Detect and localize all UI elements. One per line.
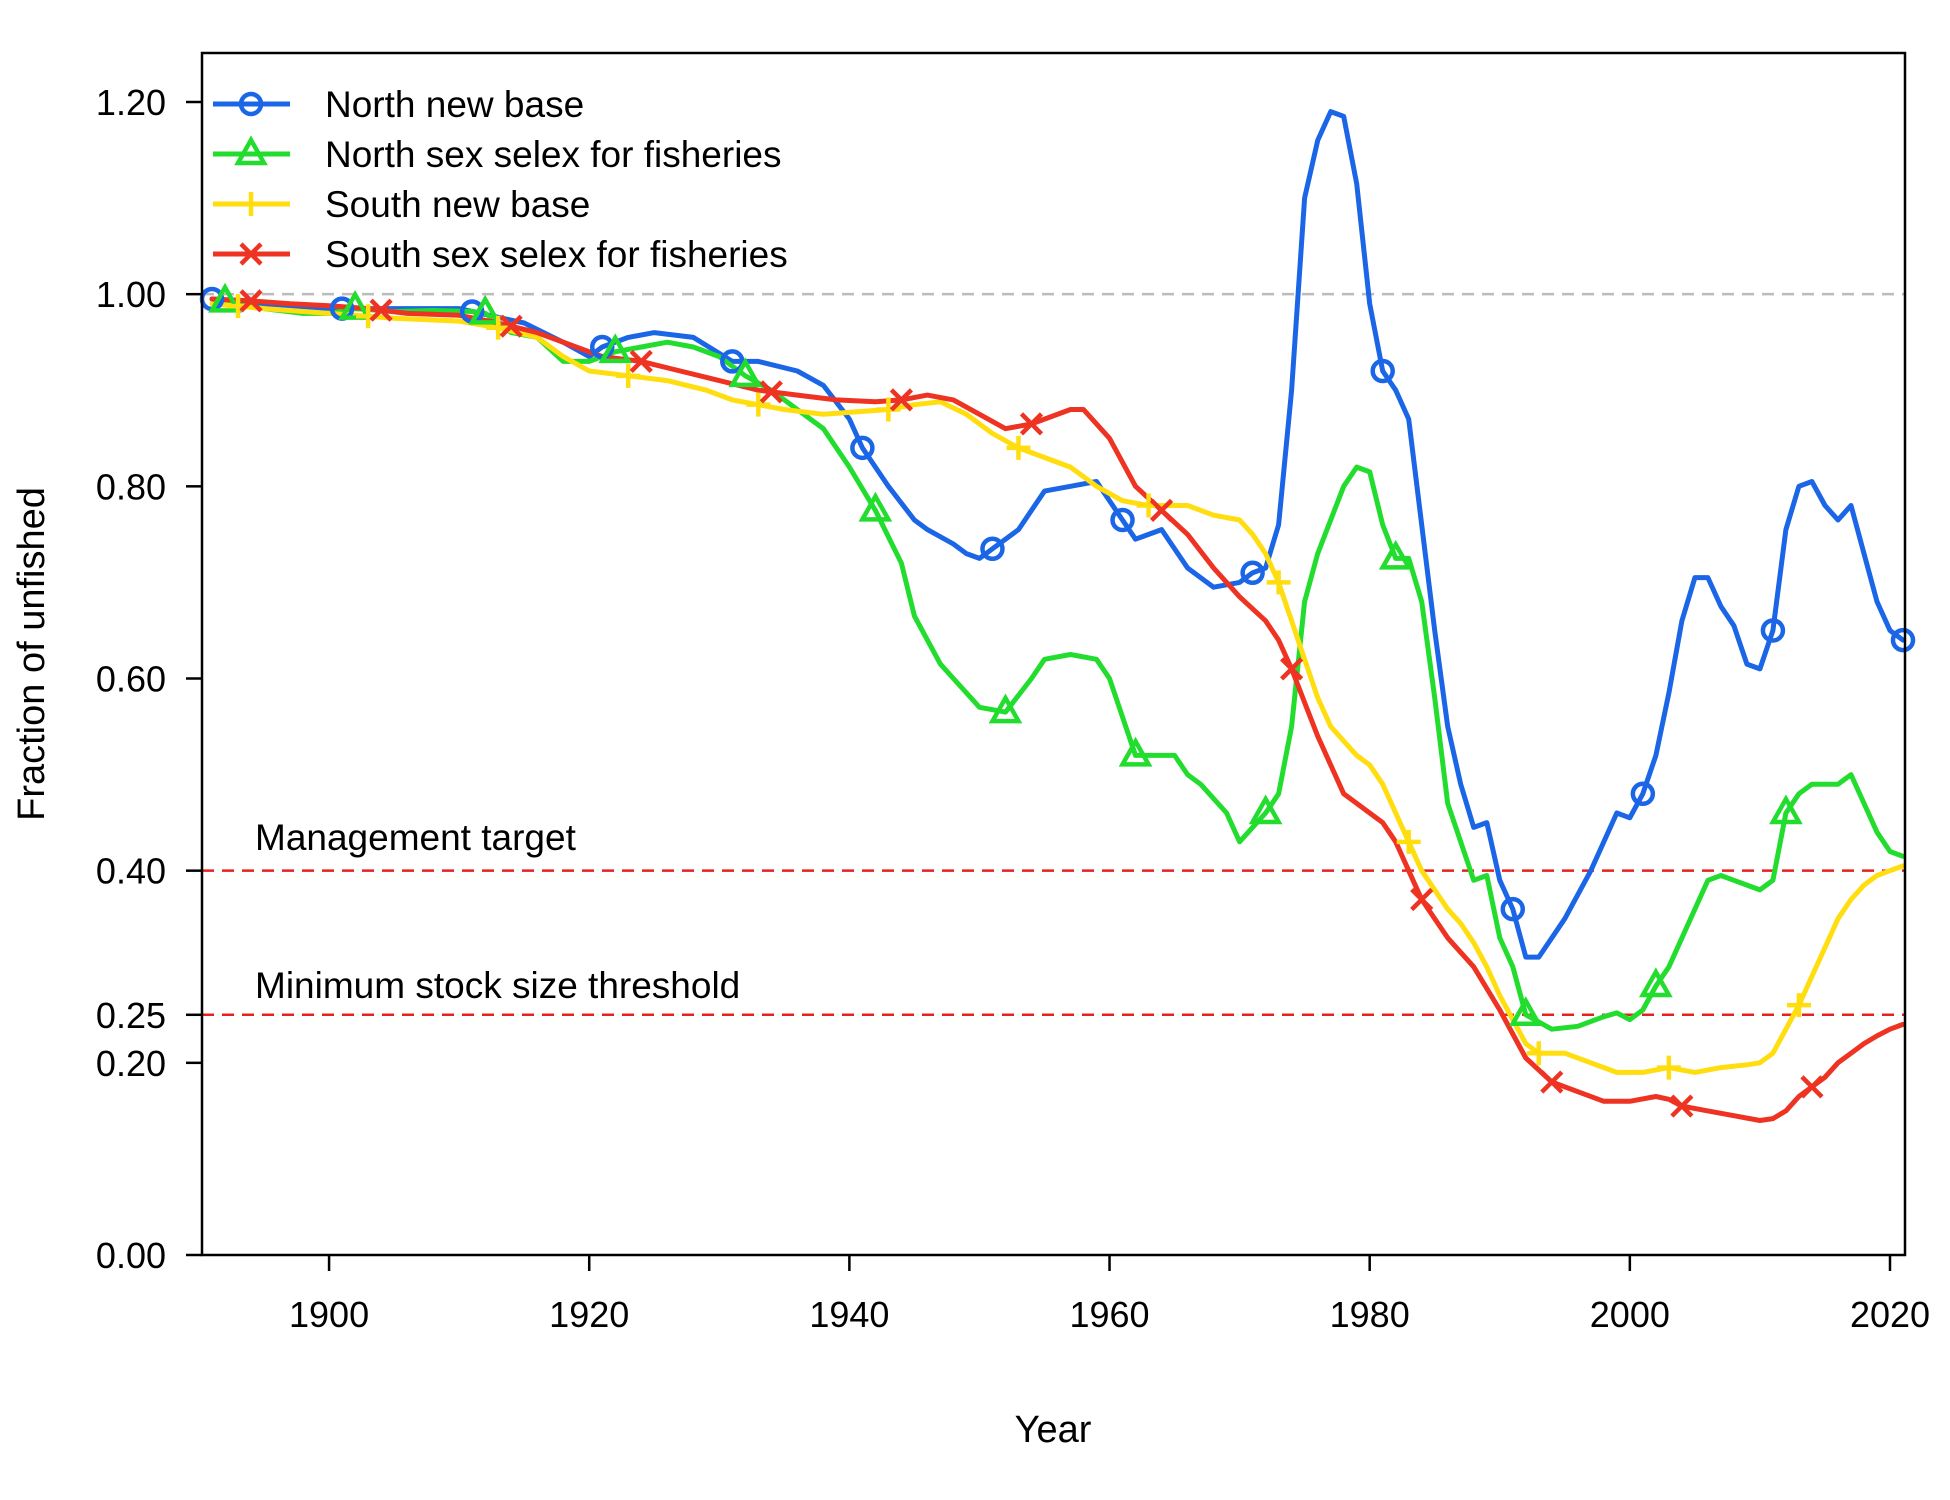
series-point-3 bbox=[1149, 498, 1174, 522]
series-point-0 bbox=[1240, 560, 1265, 586]
x-axis-title: Year bbox=[1015, 1409, 1092, 1451]
series-line-1 bbox=[209, 296, 1906, 1032]
series-point-3 bbox=[1540, 1070, 1564, 1094]
legend-label: North new base bbox=[325, 84, 584, 125]
series-point-0 bbox=[1760, 618, 1786, 643]
series-point-3 bbox=[1019, 412, 1044, 436]
series-point-3 bbox=[499, 314, 523, 338]
series-point-0 bbox=[850, 435, 875, 461]
series-point-1 bbox=[1769, 794, 1803, 825]
y-tick-label: 0.80 bbox=[96, 466, 166, 507]
series-point-2 bbox=[1396, 829, 1421, 854]
x-tick-label: 1940 bbox=[809, 1294, 889, 1335]
series-markers bbox=[199, 282, 1916, 1118]
series-point-3 bbox=[1670, 1094, 1694, 1118]
series-point-1 bbox=[1118, 736, 1153, 767]
series-point-1 bbox=[208, 282, 242, 313]
y-axis: 0.00 0.20 0.25 0.40 0.60 0.80 1.00 1.20 bbox=[96, 82, 202, 1276]
series-point-2 bbox=[746, 392, 771, 417]
series-point-1 bbox=[338, 290, 372, 320]
series-point-2 bbox=[1786, 993, 1811, 1018]
x-tick-label: 1920 bbox=[549, 1294, 629, 1335]
legend-label: South sex selex for fisheries bbox=[325, 234, 788, 275]
series-point-1 bbox=[728, 357, 763, 388]
annotation-minimum-stock-size-threshold: Minimum stock size threshold bbox=[255, 965, 740, 1006]
series-point-1 bbox=[1248, 794, 1283, 825]
y-axis-title: Fraction of unfished bbox=[11, 487, 53, 821]
plot-frame bbox=[200, 51, 1907, 1257]
x-axis: 1900 1920 1940 1960 1980 2000 2020 bbox=[289, 1255, 1930, 1335]
y-tick-label: 0.25 bbox=[96, 995, 166, 1036]
y-tick-label: 1.20 bbox=[96, 82, 166, 123]
series-point-3 bbox=[629, 349, 653, 374]
series-point-3 bbox=[239, 289, 263, 313]
legend-label: North sex selex for fisheries bbox=[325, 134, 782, 175]
series-point-3 bbox=[1280, 657, 1304, 681]
reference-lines bbox=[202, 292, 1905, 1017]
legend: North new base North sex selex for fisher… bbox=[213, 84, 788, 275]
annotation-management-target: Management target bbox=[255, 817, 577, 858]
legend-label: South new base bbox=[325, 184, 590, 225]
y-tick-label: 0.60 bbox=[96, 659, 166, 700]
legend-swatch-marker bbox=[238, 91, 264, 117]
series-point-0 bbox=[1630, 781, 1656, 807]
series-point-2 bbox=[876, 397, 901, 422]
series-line-2 bbox=[209, 301, 1906, 1075]
series-point-0 bbox=[1890, 627, 1916, 653]
x-tick-label: 1980 bbox=[1330, 1294, 1410, 1335]
legend-swatch-marker bbox=[239, 192, 263, 216]
series-point-3 bbox=[369, 298, 393, 322]
series-point-2 bbox=[1006, 435, 1031, 460]
y-tick-label: 0.40 bbox=[96, 851, 166, 892]
series-point-1 bbox=[1508, 996, 1543, 1027]
series-point-1 bbox=[598, 333, 633, 364]
legend-swatch-marker bbox=[234, 135, 268, 166]
x-tick-label: 2000 bbox=[1590, 1294, 1670, 1335]
series-point-0 bbox=[980, 536, 1005, 562]
series-point-2 bbox=[1526, 1041, 1551, 1066]
series-point-3 bbox=[889, 388, 913, 412]
series-point-3 bbox=[759, 380, 783, 404]
legend-swatch-marker bbox=[239, 242, 263, 266]
x-tick-label: 1900 bbox=[289, 1294, 369, 1335]
series-point-1 bbox=[988, 693, 1023, 724]
y-tick-label: 1.00 bbox=[96, 274, 166, 315]
x-tick-label: 2020 bbox=[1850, 1294, 1930, 1335]
series-line-0 bbox=[209, 109, 1906, 960]
y-tick-label: 0.00 bbox=[96, 1235, 166, 1276]
series-point-1 bbox=[858, 491, 893, 522]
series-point-3 bbox=[1800, 1075, 1824, 1099]
y-tick-label: 0.20 bbox=[96, 1043, 166, 1084]
series-point-0 bbox=[720, 349, 745, 374]
series-point-2 bbox=[1656, 1055, 1681, 1080]
series-point-1 bbox=[1638, 967, 1673, 998]
series-point-0 bbox=[1500, 896, 1526, 922]
x-tick-label: 1960 bbox=[1069, 1294, 1149, 1335]
series-point-3 bbox=[1410, 887, 1434, 912]
series-point-0 bbox=[1370, 358, 1395, 384]
series-point-1 bbox=[468, 294, 503, 325]
series-point-1 bbox=[1378, 539, 1413, 570]
series-point-2 bbox=[486, 315, 511, 340]
series-point-2 bbox=[616, 363, 641, 388]
series-point-2 bbox=[1266, 570, 1291, 595]
series-point-0 bbox=[1110, 507, 1135, 533]
